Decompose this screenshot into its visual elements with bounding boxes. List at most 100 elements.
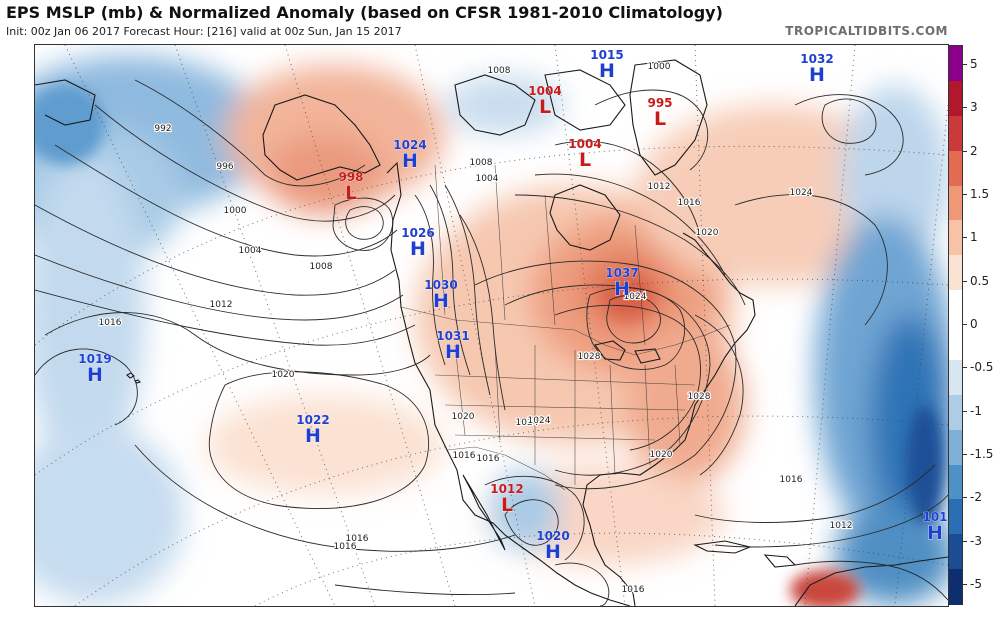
anomaly-blob bbox=[625, 325, 745, 485]
colorbar-label: -5 bbox=[970, 577, 982, 591]
colorbar-swatch bbox=[949, 115, 962, 152]
isobar-label: 1004 bbox=[239, 246, 262, 256]
pressure-type-letter: H bbox=[433, 290, 449, 312]
isobar-1000 bbox=[54, 144, 398, 257]
isobar-label: 1000 bbox=[224, 206, 247, 216]
isobar-1028 bbox=[554, 304, 701, 451]
isobar-label: 1028 bbox=[688, 392, 711, 402]
isobar-1024-mountain bbox=[444, 184, 491, 396]
isobar-1020-mountain bbox=[429, 184, 471, 376]
greenland-coast bbox=[629, 59, 708, 176]
isobar-1032-atlantic bbox=[821, 98, 877, 144]
anomaly-blob bbox=[265, 135, 385, 215]
pressure-value: 1031 bbox=[436, 329, 469, 343]
colorbar-swatch bbox=[949, 569, 962, 605]
isobar-1016-gulf bbox=[484, 475, 585, 561]
isobar-label: 1000 bbox=[648, 62, 671, 72]
isobar-label: 1024 bbox=[624, 292, 647, 302]
pressure-type-letter: H bbox=[545, 541, 561, 563]
isobar-1012-gulf bbox=[504, 499, 559, 546]
isobar-1016-north bbox=[35, 348, 138, 426]
isobar-1012-north bbox=[534, 173, 726, 276]
meridian-line bbox=[694, 45, 716, 606]
pressure-value: 1004 bbox=[568, 137, 601, 151]
pressure-type-letter: H bbox=[599, 60, 615, 82]
isobar-1032 bbox=[586, 287, 686, 370]
pressure-value: 1026 bbox=[401, 226, 434, 240]
pressure-type-letter: H bbox=[87, 364, 103, 386]
isobar-996 bbox=[94, 104, 396, 222]
isobar-1024-atlantic bbox=[734, 194, 888, 326]
colorbar-tick bbox=[963, 150, 967, 152]
isobar-1020-east bbox=[694, 464, 936, 523]
isobar-1000-aleutian bbox=[345, 206, 384, 240]
colorbar-swatch bbox=[949, 325, 962, 361]
anomaly-map: 9929961000100410081012101610201016102010… bbox=[35, 45, 948, 606]
pressure-type-letter: H bbox=[402, 150, 418, 172]
isobar-1012 bbox=[35, 289, 416, 346]
canadian-archipelago bbox=[454, 74, 536, 136]
isobar-label: 1016 bbox=[477, 454, 500, 464]
isobar-1016-mountain bbox=[414, 194, 446, 366]
isobar-1024 bbox=[504, 284, 711, 476]
colorbar-swatch bbox=[949, 185, 962, 221]
isobar-label: 996 bbox=[216, 162, 233, 172]
isobar-1008 bbox=[35, 254, 404, 321]
colorbar-tick bbox=[963, 454, 967, 455]
colorbar-tick bbox=[963, 584, 967, 585]
isobar-label: 1016 bbox=[99, 318, 122, 328]
isobar-1016 bbox=[44, 312, 431, 376]
anomaly-blob bbox=[445, 75, 565, 135]
anomaly-shading-strong bbox=[35, 85, 943, 606]
colorbar-label: -1 bbox=[970, 403, 982, 418]
isobar-label: 1012 bbox=[210, 300, 233, 310]
colorbar-swatch bbox=[949, 464, 962, 500]
isobar-1028-mountain bbox=[459, 214, 506, 411]
pressure-value: 1015 bbox=[590, 48, 623, 62]
isobar-label: 1016 bbox=[453, 451, 476, 461]
anomaly-blob bbox=[35, 425, 185, 605]
isobar-label: 1020 bbox=[272, 370, 295, 380]
colorbar-swatch bbox=[949, 290, 962, 326]
province-line bbox=[434, 164, 646, 346]
isobar-1016-north2 bbox=[514, 194, 746, 306]
colorbar-swatch bbox=[949, 255, 962, 291]
isobar-1000-north bbox=[594, 89, 709, 171]
colorbar-swatch bbox=[949, 150, 962, 186]
map-title: EPS MSLP (mb) & Normalized Anomaly (base… bbox=[6, 3, 723, 22]
colorbar-label: 3 bbox=[970, 100, 978, 115]
colorbar-tick bbox=[963, 497, 967, 499]
isobar-1020-south bbox=[554, 562, 610, 606]
colorbar-swatch bbox=[949, 359, 962, 396]
isobar-label: 1024 bbox=[528, 416, 551, 426]
state-line bbox=[454, 344, 681, 485]
colorbar-label: 0.5 bbox=[970, 273, 990, 288]
us-canada-border bbox=[400, 306, 731, 356]
pressure-type-letter: L bbox=[654, 108, 666, 130]
isobar-label: 1016 bbox=[622, 585, 645, 595]
colorbar-swatch bbox=[949, 429, 962, 465]
isobar-label: 1028 bbox=[578, 352, 601, 362]
isobar-1016 bbox=[134, 444, 516, 552]
isobar-label: 1024 bbox=[790, 188, 813, 198]
colorbar-tick bbox=[963, 410, 967, 412]
colorbar-tick bbox=[963, 280, 967, 282]
colorbar-tick bbox=[963, 324, 967, 325]
anomaly-colorbar bbox=[948, 45, 963, 605]
colorbar-swatch bbox=[949, 534, 962, 570]
colorbar-label: -2 bbox=[970, 490, 982, 505]
meridian-line bbox=[414, 45, 536, 606]
pressure-type-letter: L bbox=[345, 182, 357, 204]
isobar-label: 1008 bbox=[310, 262, 333, 272]
colorbar-label: -0.5 bbox=[970, 360, 994, 375]
